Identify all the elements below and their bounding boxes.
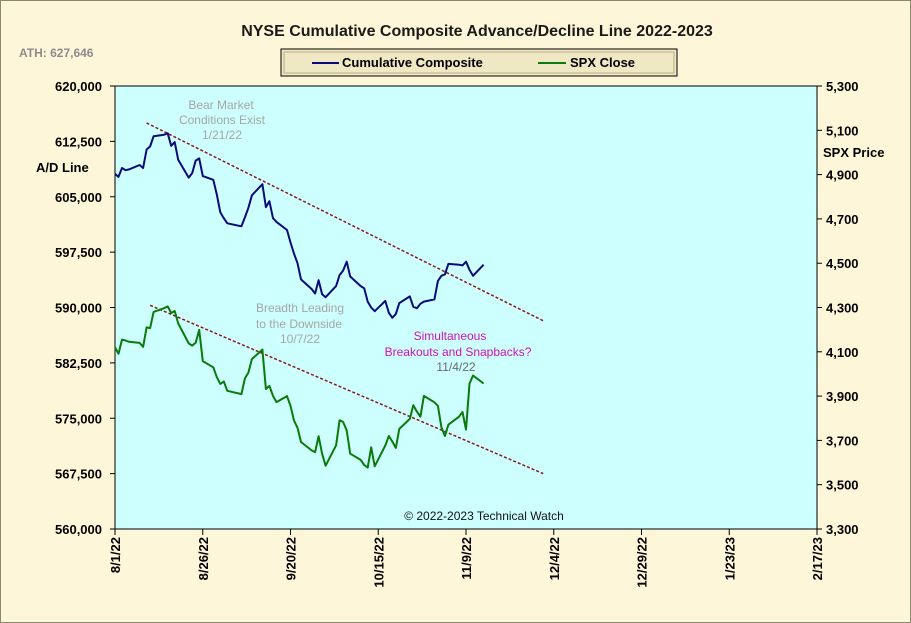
trendline-spx — [149, 304, 544, 475]
x-tick-label: 8/1/22 — [108, 537, 123, 573]
annotation-breadth-line3: 10/7/22 — [280, 332, 320, 346]
copyright: © 2022-2023 Technical Watch — [404, 509, 564, 523]
annotation-breakouts-line1: Simultaneous — [414, 329, 487, 343]
x-tick-label: 11/9/22 — [459, 537, 474, 580]
annotation-breadth: Breadth Leading to the Downside 10/7/22 — [256, 301, 344, 346]
right-tick-label: 3,300 — [826, 522, 859, 537]
left-tick-label: 605,000 — [55, 190, 102, 205]
trendline-ad — [146, 122, 544, 322]
right-tick-label: 5,300 — [826, 79, 859, 94]
series-line-spx-close — [114, 305, 485, 469]
annotation-breakouts: Simultaneous Breakouts and Snapbacks? 11… — [385, 329, 532, 374]
ath-label: ATH: 627,646 — [19, 46, 94, 60]
left-tick-label: 582,500 — [55, 356, 102, 371]
series-layer — [114, 132, 485, 469]
annotation-bear-market: Bear Market Conditions Exist 1/21/22 — [179, 98, 266, 142]
left-tick-label: 612,500 — [55, 134, 102, 149]
left-tick-label: 597,500 — [55, 245, 102, 260]
right-tick-label: 4,900 — [826, 168, 859, 183]
x-tick-label: 12/4/22 — [547, 537, 562, 580]
series-line-cumulative-composite — [114, 132, 485, 319]
plot-area — [114, 85, 818, 530]
right-tick-label: 4,100 — [826, 345, 859, 360]
annotation-bear-line1: Bear Market — [188, 98, 254, 112]
left-tick-label: 620,000 — [55, 79, 102, 94]
x-tick-label: 8/26/22 — [196, 537, 211, 580]
legend-label-ad: Cumulative Composite — [342, 55, 483, 70]
left-tick-label: 575,000 — [55, 411, 102, 426]
right-tick-label: 3,500 — [826, 478, 859, 493]
right-tick-label: 3,900 — [826, 389, 859, 404]
x-tick-label: 10/15/22 — [371, 537, 386, 588]
annotation-bear-line2: Conditions Exist — [179, 113, 266, 127]
trendlines — [146, 122, 544, 475]
right-tick-label: 4,700 — [826, 212, 859, 227]
ticks-layer: 620,000 612,500 605,000 597,500 590,000 582,5… — [55, 79, 859, 588]
x-tick-label: 9/20/22 — [284, 537, 299, 580]
left-tick-label: 560,000 — [55, 522, 102, 537]
annotation-breadth-line1: Breadth Leading — [256, 301, 344, 315]
legend: Cumulative Composite SPX Close — [280, 48, 678, 77]
x-tick-label: 12/29/22 — [635, 537, 650, 588]
x-tick-label: 2/17/23 — [810, 537, 825, 580]
legend-label-spx: SPX Close — [570, 55, 635, 70]
left-axis-title: A/D Line — [36, 160, 89, 175]
annotation-breakouts-date: 11/4/22 — [436, 360, 475, 374]
annotation-breakouts-line2: Breakouts and Snapbacks? — [385, 345, 532, 359]
chart-title: NYSE Cumulative Composite Advance/Declin… — [241, 23, 713, 40]
right-axis-title: SPX Price — [823, 145, 884, 160]
left-tick-label: 567,500 — [55, 467, 102, 482]
x-tick-label: 1/23/23 — [722, 537, 737, 580]
right-tick-label: 4,300 — [826, 301, 859, 316]
annotation-bear-line3: 1/21/22 — [202, 128, 242, 142]
right-tick-label: 3,700 — [826, 433, 859, 448]
right-tick-label: 5,100 — [826, 123, 859, 138]
right-tick-label: 4,500 — [826, 256, 859, 271]
annotation-breadth-line2: to the Downside — [256, 317, 342, 331]
left-tick-label: 590,000 — [55, 301, 102, 316]
